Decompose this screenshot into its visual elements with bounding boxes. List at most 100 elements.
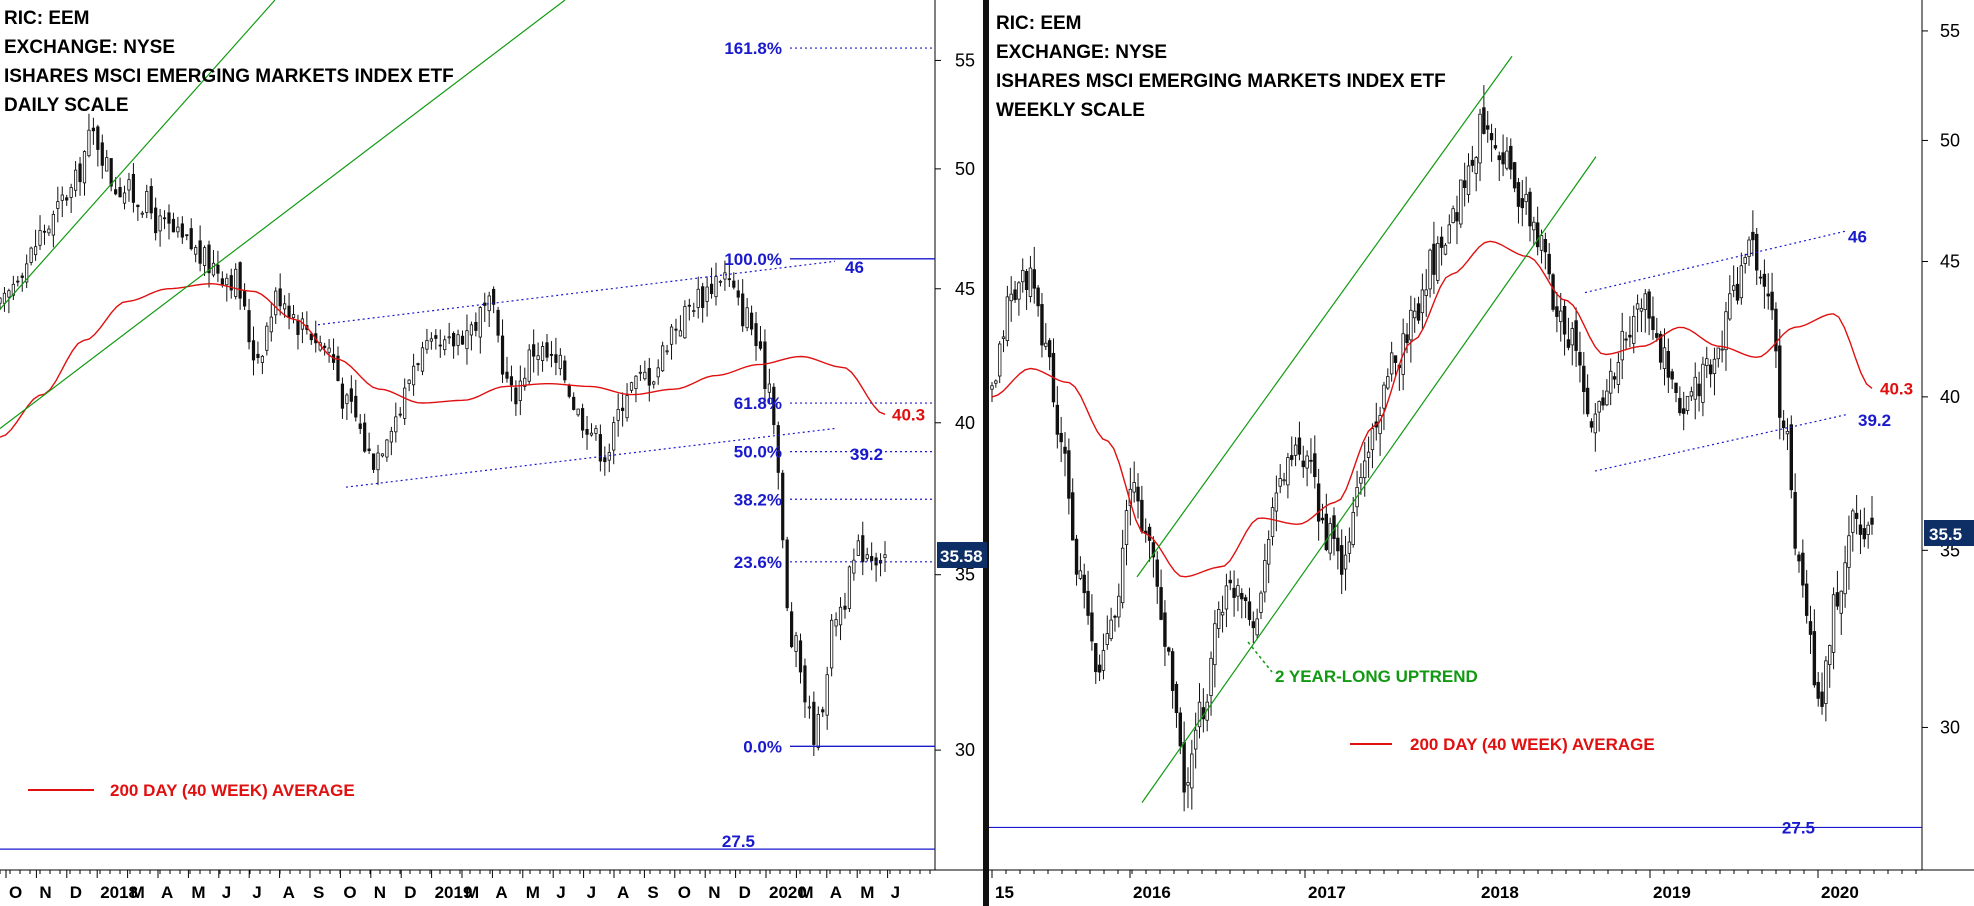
price-candle-body <box>1086 590 1090 616</box>
x-tick-label: J <box>891 883 900 902</box>
price-candle-body <box>625 395 629 419</box>
price-candle-body <box>1693 376 1697 400</box>
price-candle-body <box>1413 310 1417 319</box>
price-candle-body <box>1839 590 1843 614</box>
price-candle-body <box>1155 559 1159 587</box>
price-candle-body <box>1466 165 1471 196</box>
price-candle-body <box>452 332 456 347</box>
price-candle-body <box>109 158 113 187</box>
price-candle-body <box>1009 293 1013 302</box>
fib-level-label: 100.0% <box>724 250 782 269</box>
price-candle-body <box>1255 618 1259 636</box>
price-candle-body <box>1608 370 1613 394</box>
price-candle-body <box>1186 782 1190 786</box>
price-candle-body <box>336 355 340 381</box>
price-candle-body <box>1559 310 1563 323</box>
price-candle-body <box>1017 282 1021 300</box>
price-candle-body <box>1854 512 1859 519</box>
price-candle-body <box>420 347 425 372</box>
price-candle-body <box>549 353 554 356</box>
price-candle-body <box>1751 231 1755 241</box>
price-candle-body <box>585 428 589 435</box>
price-candle-body <box>1297 437 1302 455</box>
price-candle-body <box>96 126 100 150</box>
x-tick-label: O <box>343 883 356 902</box>
price-candle-body <box>732 280 736 288</box>
price-candle-body <box>1474 157 1478 174</box>
price-candle-body <box>656 367 660 378</box>
x-tick-label: N <box>708 883 720 902</box>
uptrend-label-leader <box>1247 641 1273 673</box>
price-candle-body <box>861 535 865 563</box>
price-candle-body <box>558 354 562 370</box>
price-candle-body <box>790 611 794 648</box>
price-candle-body <box>407 379 411 384</box>
price-candle-body <box>1067 450 1071 499</box>
price-candle-body <box>234 268 238 297</box>
x-tick-label: 2018 <box>100 883 138 902</box>
x-tick-label: 2018 <box>1481 883 1519 902</box>
price-candle-body <box>323 345 327 348</box>
left-channel-lower <box>0 0 566 429</box>
right-channel-bottom-dotted <box>1594 413 1849 472</box>
price-candle-body <box>256 353 260 358</box>
left-channel-top-dotted <box>317 260 836 326</box>
price-candle-body <box>803 665 807 703</box>
price-candle-body <box>1678 397 1682 414</box>
price-candle-body <box>674 328 678 331</box>
price-candle-body <box>1140 499 1144 532</box>
price-candle-body <box>1136 486 1140 502</box>
price-candle-body <box>1870 517 1874 525</box>
price-candle-body <box>105 157 109 172</box>
price-candle-body <box>1770 291 1774 311</box>
x-tick-label: J <box>222 883 231 902</box>
price-candle-body <box>603 457 607 463</box>
left-ma-label: 40.3 <box>892 405 925 424</box>
price-candle-body <box>274 290 278 316</box>
price-candle-body <box>1639 307 1644 312</box>
price-candle-body <box>1293 444 1298 456</box>
price-candle-body <box>1516 182 1521 207</box>
price-candle-body <box>1151 542 1156 558</box>
x-tick-label: D <box>739 883 751 902</box>
price-candle-body <box>349 388 353 402</box>
price-candle-body <box>327 347 331 353</box>
x-tick-label: 2020 <box>1821 883 1859 902</box>
price-candle-body <box>816 714 820 748</box>
price-candle-body <box>1366 451 1371 458</box>
price-candle-body <box>447 336 451 339</box>
price-candle-body <box>1159 587 1163 620</box>
price-candle-body <box>1766 293 1770 297</box>
x-tick-label: J <box>587 883 596 902</box>
price-candle-body <box>1605 390 1609 406</box>
left-header-line-3: ISHARES MSCI EMERGING MARKETS INDEX ETF <box>4 66 454 87</box>
price-candle-body <box>1124 510 1129 546</box>
price-candle-body <box>11 283 15 296</box>
price-candle-body <box>1543 238 1548 253</box>
right-header-line-4: WEEKLY SCALE <box>996 100 1145 121</box>
price-candle-body <box>647 368 651 386</box>
price-candle-body <box>1290 455 1294 460</box>
price-candle-body <box>1851 510 1855 533</box>
price-candle-body <box>758 341 763 349</box>
price-candle-body <box>1316 483 1321 522</box>
price-candle-body <box>149 186 153 214</box>
price-candle-body <box>1105 633 1109 645</box>
price-candle-body <box>838 606 843 626</box>
price-candle-body <box>1735 283 1740 301</box>
price-candle-body <box>1574 320 1578 351</box>
price-candle-body <box>291 314 296 319</box>
price-candle-body <box>1505 150 1509 169</box>
right-header-line-1: RIC: EEM <box>996 13 1082 34</box>
price-candle-body <box>821 709 825 713</box>
price-candle-body <box>29 247 33 263</box>
price-candle-body <box>652 381 656 385</box>
price-candle-body <box>781 472 785 541</box>
price-candle-body <box>692 310 696 312</box>
price-candle-body <box>1666 351 1671 378</box>
y-tick-label: 45 <box>1940 252 1960 272</box>
price-candle-body <box>847 566 852 609</box>
price-candle-body <box>687 304 691 307</box>
price-candle-body <box>1386 376 1390 389</box>
